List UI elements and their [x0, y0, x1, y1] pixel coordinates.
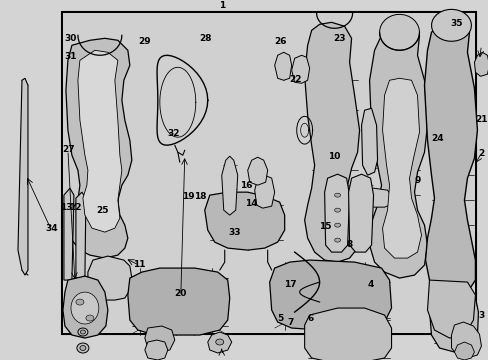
- Polygon shape: [144, 340, 167, 360]
- Ellipse shape: [334, 193, 340, 197]
- Polygon shape: [361, 188, 391, 207]
- Polygon shape: [304, 22, 359, 262]
- Bar: [63, 13, 474, 333]
- Text: 10: 10: [328, 152, 340, 161]
- Text: 25: 25: [96, 206, 109, 215]
- Polygon shape: [453, 342, 473, 360]
- Text: 17: 17: [284, 280, 296, 289]
- Polygon shape: [247, 157, 267, 185]
- Polygon shape: [304, 308, 391, 360]
- Text: 26: 26: [274, 37, 286, 46]
- Ellipse shape: [76, 299, 84, 305]
- Ellipse shape: [215, 339, 224, 345]
- Ellipse shape: [77, 343, 89, 353]
- Polygon shape: [127, 268, 229, 335]
- Ellipse shape: [334, 223, 340, 227]
- Polygon shape: [431, 9, 470, 41]
- Polygon shape: [291, 55, 309, 83]
- Polygon shape: [361, 108, 377, 175]
- Text: 33: 33: [228, 228, 240, 237]
- Polygon shape: [369, 22, 427, 278]
- Text: 34: 34: [45, 224, 58, 233]
- Polygon shape: [450, 322, 481, 358]
- Polygon shape: [427, 280, 474, 338]
- Text: 3: 3: [477, 311, 483, 320]
- Text: 14: 14: [244, 199, 257, 208]
- Polygon shape: [274, 52, 291, 80]
- Text: 27: 27: [62, 145, 75, 154]
- Text: 8: 8: [346, 240, 352, 249]
- Polygon shape: [221, 156, 237, 215]
- Text: 5: 5: [277, 314, 284, 323]
- Text: 2: 2: [477, 149, 483, 158]
- Ellipse shape: [334, 208, 340, 212]
- Polygon shape: [64, 188, 74, 280]
- Text: 13: 13: [60, 203, 72, 212]
- Polygon shape: [144, 326, 174, 352]
- Text: 12: 12: [69, 203, 82, 212]
- Text: 21: 21: [474, 114, 487, 123]
- Polygon shape: [207, 332, 231, 353]
- Bar: [62, 12, 475, 334]
- Text: 16: 16: [240, 181, 252, 190]
- Polygon shape: [324, 174, 349, 252]
- Polygon shape: [254, 175, 274, 208]
- Text: 1: 1: [219, 1, 225, 10]
- Text: 19: 19: [182, 192, 194, 201]
- Text: 35: 35: [449, 19, 462, 28]
- Polygon shape: [63, 276, 108, 338]
- Ellipse shape: [86, 315, 94, 321]
- Polygon shape: [88, 256, 132, 300]
- Text: 30: 30: [64, 33, 77, 42]
- Text: 31: 31: [64, 51, 77, 60]
- Text: 15: 15: [318, 222, 330, 231]
- Ellipse shape: [78, 328, 88, 336]
- Polygon shape: [379, 14, 419, 50]
- Polygon shape: [18, 78, 28, 275]
- Text: 6: 6: [306, 314, 313, 323]
- Ellipse shape: [80, 346, 86, 351]
- Text: 22: 22: [289, 75, 301, 84]
- Ellipse shape: [80, 330, 85, 334]
- Text: 20: 20: [174, 289, 186, 298]
- Polygon shape: [428, 292, 477, 352]
- Text: 32: 32: [167, 129, 179, 138]
- Polygon shape: [424, 18, 476, 296]
- Text: 9: 9: [413, 176, 420, 185]
- Polygon shape: [78, 50, 122, 232]
- Text: 7: 7: [287, 318, 293, 327]
- Polygon shape: [382, 78, 421, 258]
- Polygon shape: [348, 174, 373, 252]
- Polygon shape: [204, 192, 284, 250]
- Polygon shape: [76, 192, 86, 278]
- Text: 28: 28: [199, 33, 211, 42]
- Polygon shape: [71, 292, 99, 324]
- Ellipse shape: [334, 238, 340, 242]
- Polygon shape: [269, 260, 391, 330]
- Text: 29: 29: [138, 37, 150, 46]
- Text: 24: 24: [430, 134, 443, 143]
- Text: 11: 11: [133, 260, 145, 269]
- Text: 18: 18: [194, 192, 206, 201]
- Polygon shape: [473, 52, 488, 76]
- Text: 4: 4: [367, 280, 374, 289]
- Polygon shape: [66, 38, 132, 258]
- Text: 23: 23: [332, 33, 345, 42]
